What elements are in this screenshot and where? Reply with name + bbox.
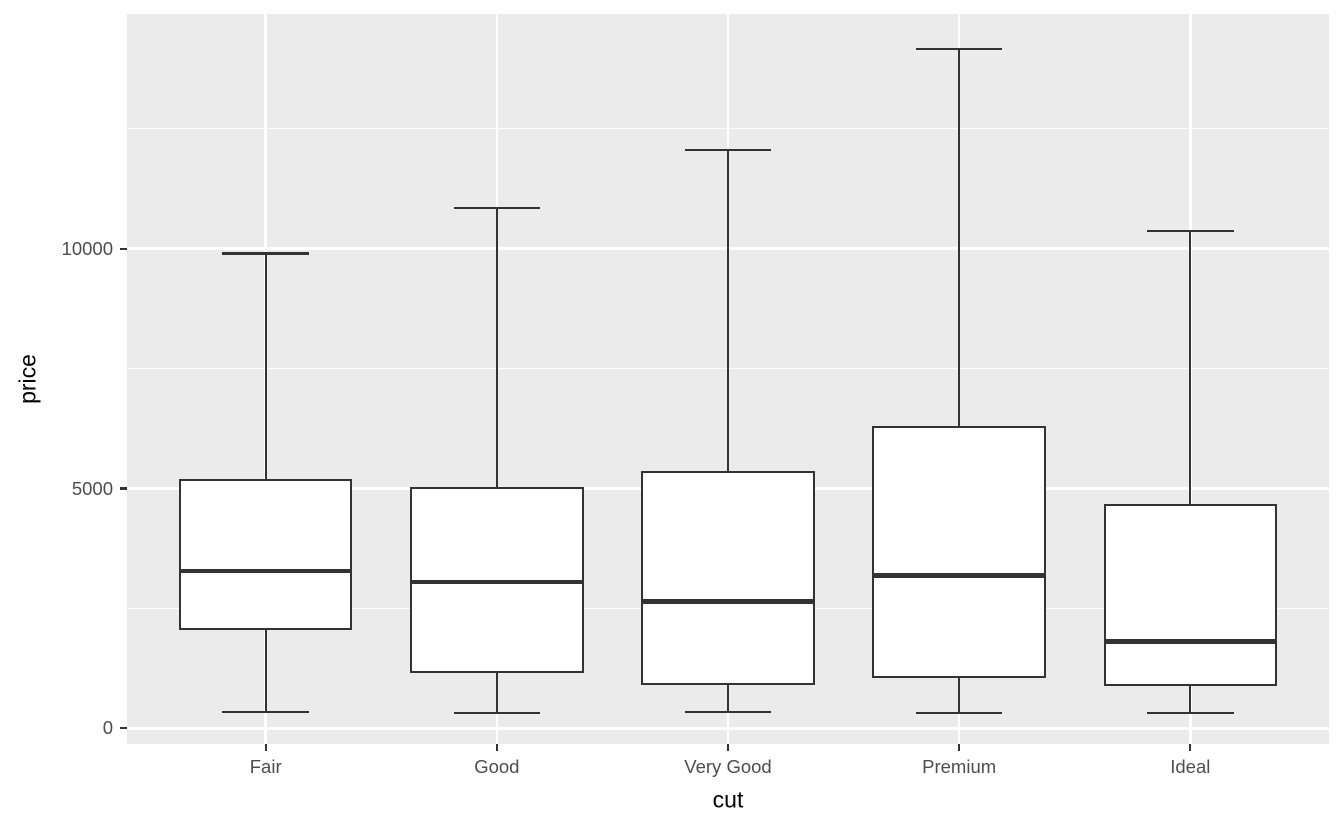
median-line xyxy=(1103,639,1277,644)
whisker-line xyxy=(726,149,730,713)
whisker-line xyxy=(958,48,961,713)
x-axis-tick xyxy=(726,744,730,751)
median-line xyxy=(179,568,353,574)
x-axis-title: cut xyxy=(712,786,744,813)
whisker-cap-upper xyxy=(222,252,310,255)
y-tick-label: 0 xyxy=(102,717,113,739)
box-fair xyxy=(179,478,353,630)
y-axis-tick xyxy=(120,727,127,730)
y-axis-tick xyxy=(120,247,127,250)
x-axis-tick xyxy=(958,744,961,751)
box-ideal xyxy=(1103,503,1277,687)
whisker-cap-lower xyxy=(915,711,1003,714)
whisker-cap-upper xyxy=(453,207,541,210)
y-tick-label: 10000 xyxy=(61,237,113,259)
whisker-cap-lower xyxy=(453,711,541,714)
y-axis-title: price xyxy=(14,354,41,404)
x-axis-tick xyxy=(1189,744,1192,751)
median-line xyxy=(641,599,815,604)
whisker-cap-upper xyxy=(684,148,772,151)
whisker-cap-lower xyxy=(222,711,310,714)
x-tick-label: Premium xyxy=(922,756,997,777)
x-tick-label: Ideal xyxy=(1170,756,1211,777)
box-very-good xyxy=(641,470,815,685)
x-tick-label: Very Good xyxy=(684,756,772,777)
x-axis-tick xyxy=(495,744,498,751)
whisker-cap-lower xyxy=(1146,711,1234,714)
median-line xyxy=(872,573,1046,578)
y-tick-label: 5000 xyxy=(71,477,113,499)
median-line xyxy=(410,579,584,585)
whisker-line xyxy=(1189,230,1192,713)
whisker-cap-lower xyxy=(684,711,772,714)
whisker-cap-upper xyxy=(1146,229,1234,233)
x-axis-tick xyxy=(264,744,267,751)
y-axis-tick xyxy=(120,487,127,490)
whisker-cap-upper xyxy=(915,47,1003,50)
x-tick-label: Fair xyxy=(249,756,282,777)
whisker-line xyxy=(495,208,498,713)
plot-panel xyxy=(127,14,1329,744)
x-tick-label: Good xyxy=(474,756,520,777)
box-premium xyxy=(872,426,1046,679)
